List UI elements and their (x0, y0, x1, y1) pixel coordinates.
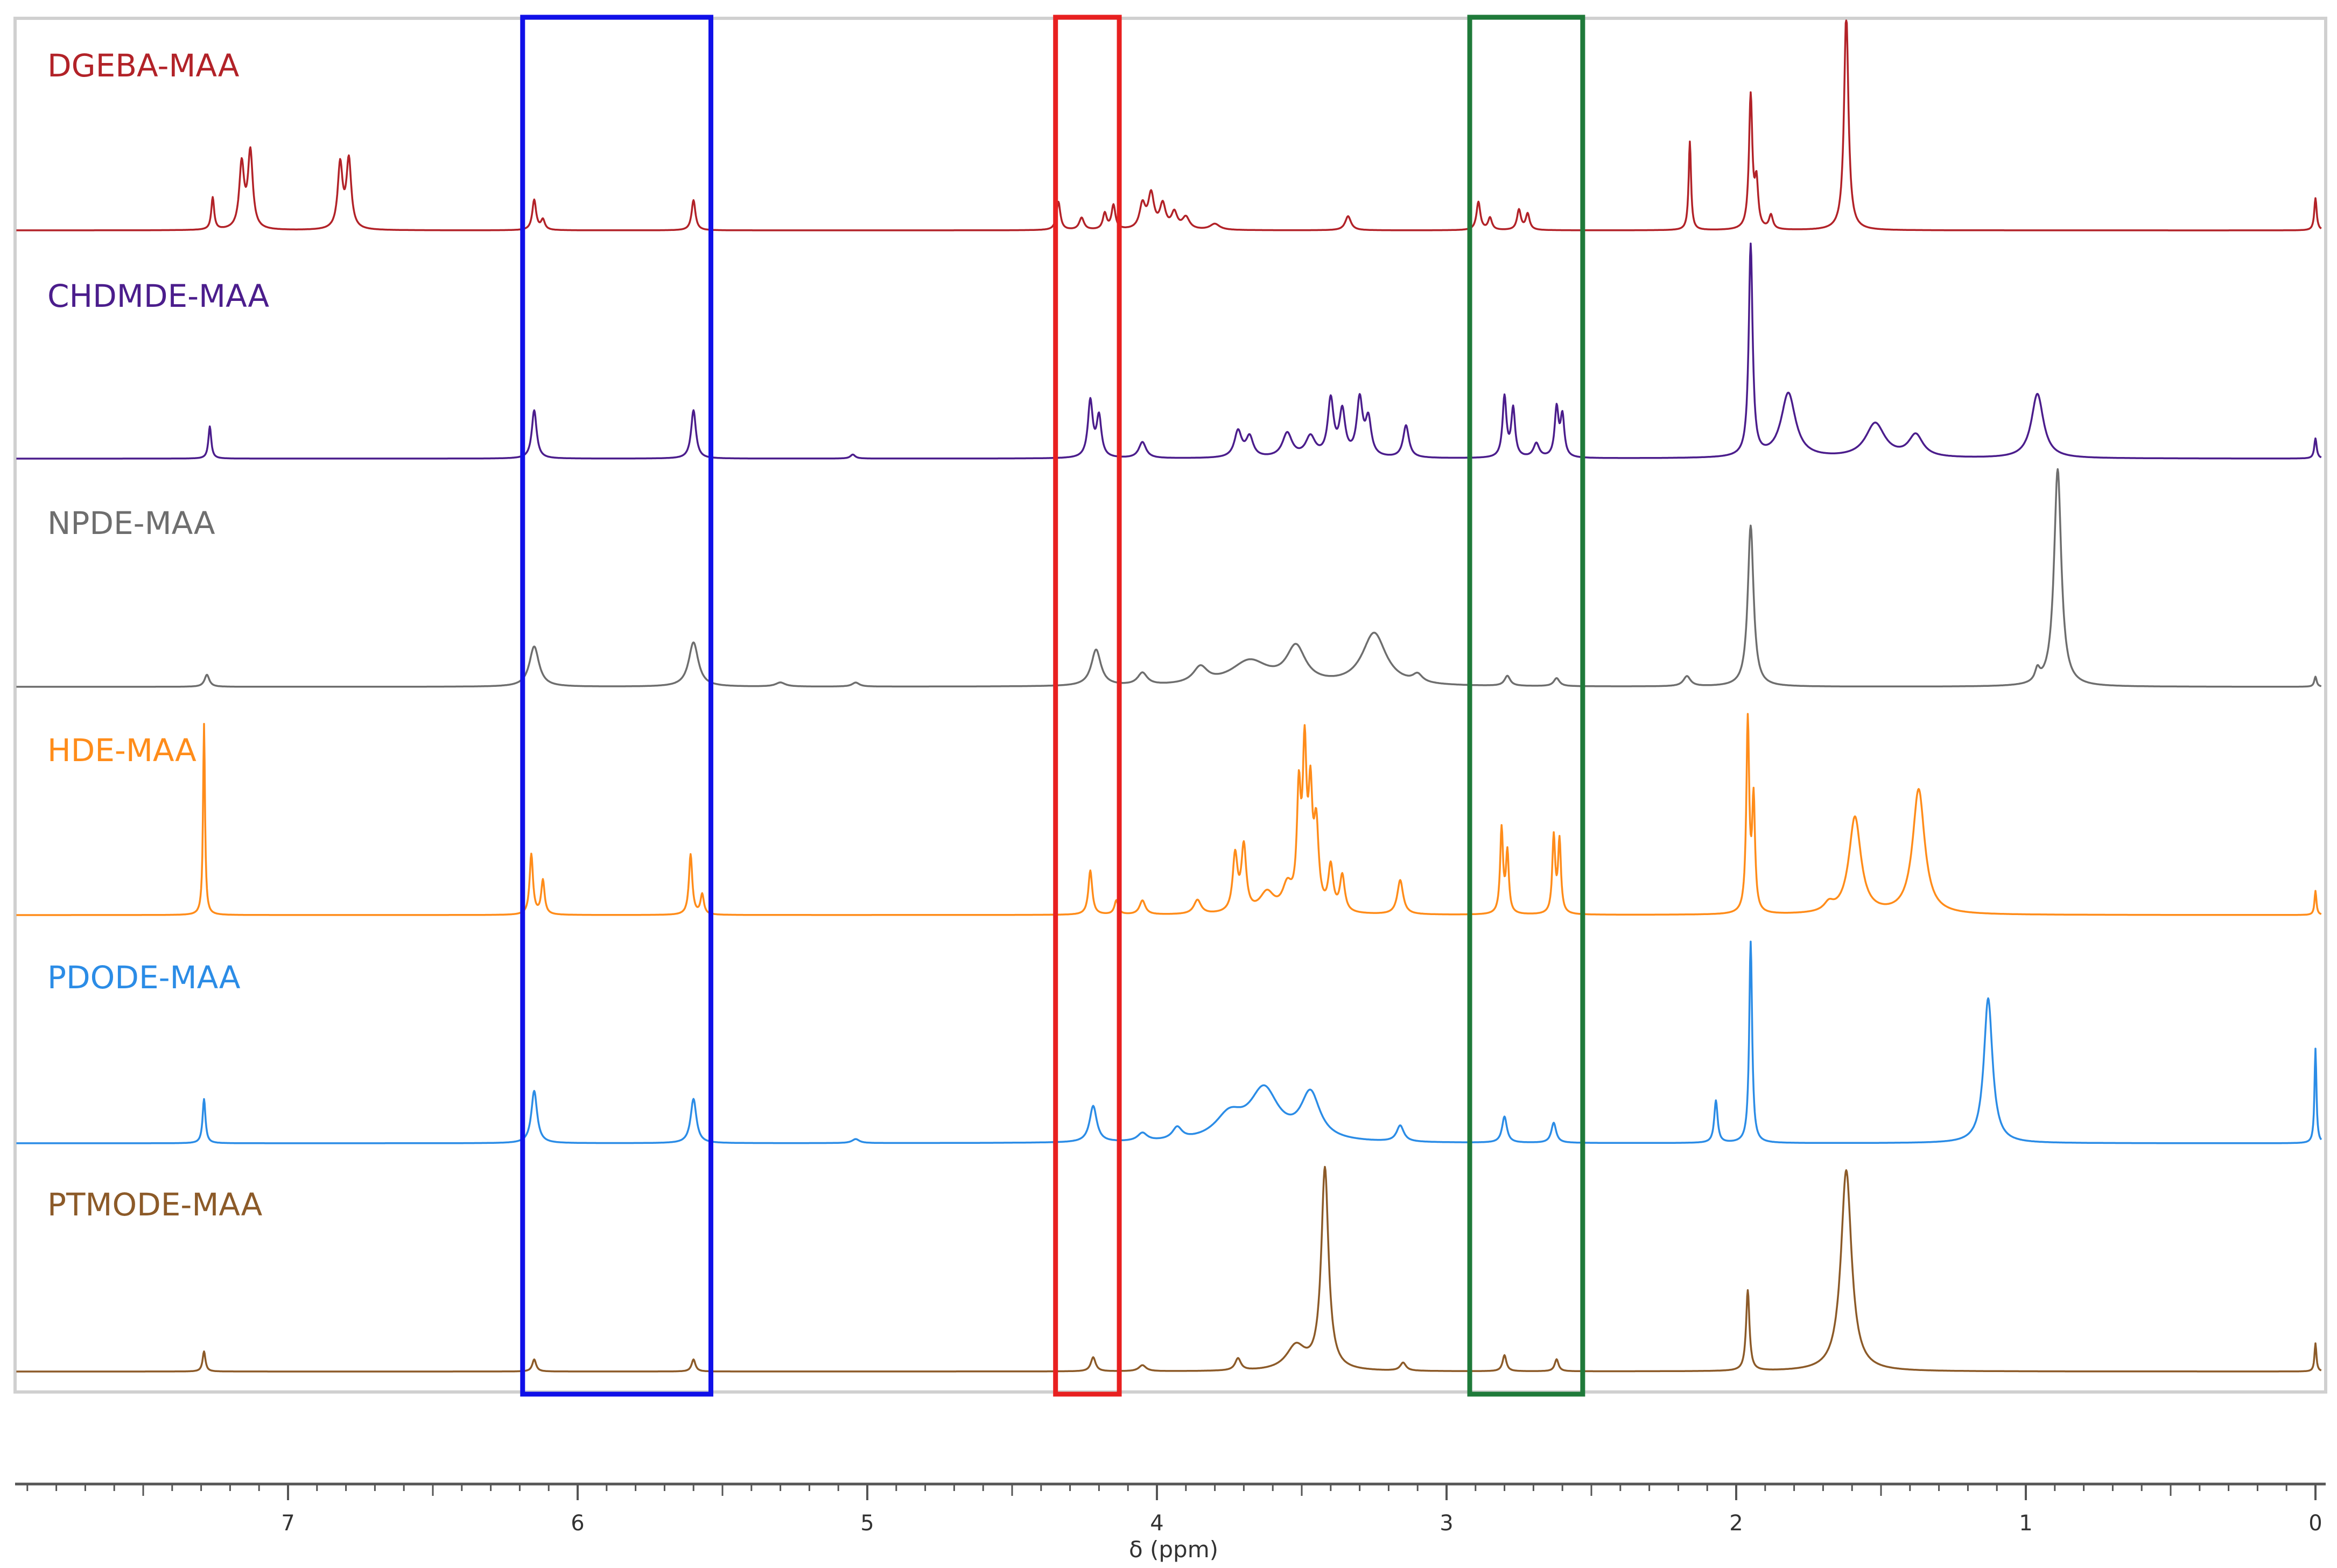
highlight-region-3 (1467, 15, 1585, 1397)
x-tick-label: 6 (571, 1511, 584, 1536)
x-axis-title: δ (ppm) (1129, 1536, 1218, 1563)
highlight-regions (520, 15, 1585, 1397)
x-tick-label: 2 (1729, 1511, 1743, 1536)
spectrum-line-5 (16, 940, 2322, 1144)
highlight-region-2 (1053, 15, 1122, 1397)
series-label-6: PTMODE-MAA (47, 1186, 263, 1223)
spectrum-line-1 (16, 19, 2322, 231)
series-label-3: NPDE-MAA (47, 505, 215, 542)
series-label-4: HDE-MAA (47, 732, 196, 769)
highlight-region-1 (520, 15, 713, 1397)
x-axis-ticks: 7 6 5 4 3 2 1 0 (26, 1484, 2322, 1536)
x-tick-label: 0 (2308, 1511, 2322, 1536)
series-label-5: PDODE-MAA (47, 959, 241, 996)
spectrum-line-2 (16, 242, 2322, 460)
x-tick-label: 4 (1150, 1511, 1163, 1536)
spectrum-line-6 (16, 1165, 2322, 1373)
series-labels: DGEBA-MAA CHDMDE-MAA NPDE-MAA HDE-MAA PDODE-… (47, 47, 269, 1223)
x-tick-label: 7 (281, 1511, 294, 1536)
series-label-2: CHDMDE-MAA (47, 278, 269, 314)
series-label-1: DGEBA-MAA (47, 47, 240, 84)
x-tick-label: 5 (860, 1511, 874, 1536)
spectrum-line-4 (16, 713, 2322, 916)
spectrum-line-3 (16, 468, 2322, 688)
x-tick-label: 3 (1440, 1511, 1453, 1536)
plot-frame (13, 17, 2327, 1394)
spectra-layer (16, 19, 2322, 1373)
x-tick-label: 1 (2019, 1511, 2032, 1536)
